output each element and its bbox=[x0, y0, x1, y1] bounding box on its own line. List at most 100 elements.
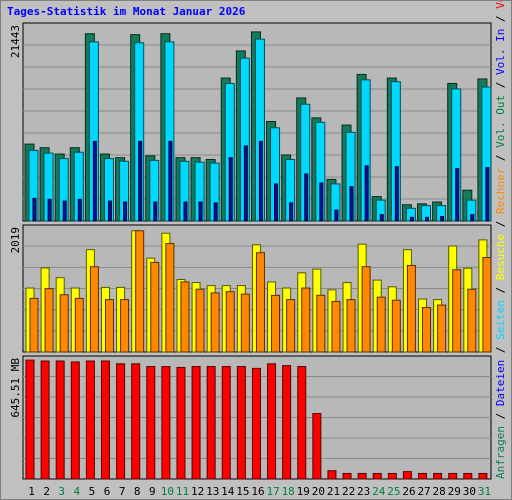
legend-part: Vol. In bbox=[494, 29, 507, 75]
x-tick-label: 26 bbox=[402, 485, 415, 498]
bar-volumen-day-26 bbox=[402, 471, 412, 480]
bar-rechner-day-5 bbox=[89, 266, 99, 353]
x-tick-label: 28 bbox=[433, 485, 446, 498]
bar-seiten-day-8 bbox=[138, 140, 143, 222]
bar-volumen-day-4 bbox=[70, 361, 80, 480]
x-tick-label: 1 bbox=[28, 485, 35, 498]
bar-seiten-day-22 bbox=[349, 186, 354, 222]
bar-seiten-day-2 bbox=[47, 198, 52, 222]
bar-seiten-day-21 bbox=[334, 209, 339, 222]
x-tick-label: 27 bbox=[417, 485, 430, 498]
bar-seiten-day-7 bbox=[123, 201, 128, 222]
legend-part: / bbox=[494, 214, 507, 234]
bar-rechner-day-21 bbox=[331, 300, 341, 353]
bar-seiten-day-23 bbox=[364, 165, 369, 222]
bar-rechner-day-24 bbox=[376, 296, 386, 353]
legend-part: Dateien bbox=[494, 360, 507, 406]
x-tick-label: 14 bbox=[221, 485, 235, 498]
bar-volumen-day-13 bbox=[206, 366, 216, 480]
bar-volumen-day-28 bbox=[433, 472, 443, 480]
x-tick-label: 16 bbox=[251, 485, 264, 498]
ymax-label-top: 21443 bbox=[9, 25, 22, 58]
legend-part: / bbox=[494, 280, 507, 300]
bar-volumen-day-22 bbox=[342, 472, 352, 480]
bar-volumen-day-6 bbox=[100, 360, 110, 480]
legend-part: Vol. Out bbox=[494, 95, 507, 148]
bar-rechner-day-17 bbox=[271, 294, 281, 353]
bar-volumen-day-3 bbox=[55, 360, 65, 480]
legend-part: / bbox=[494, 340, 507, 360]
bar-rechner-day-15 bbox=[240, 293, 250, 353]
x-tick-label: 21 bbox=[327, 485, 340, 498]
bar-rechner-day-12 bbox=[195, 288, 205, 353]
bar-rechner-day-10 bbox=[165, 243, 175, 353]
bar-rechner-day-23 bbox=[361, 266, 371, 353]
ymax-label-middle: 2019 bbox=[9, 227, 22, 254]
bar-rechner-day-19 bbox=[301, 287, 311, 353]
legend-part: Anfragen bbox=[494, 426, 507, 479]
bar-seiten-day-12 bbox=[198, 201, 203, 222]
legend-part: Rechner bbox=[494, 167, 507, 214]
x-tick-label: 13 bbox=[206, 485, 219, 498]
bar-volumen-day-17 bbox=[267, 363, 277, 480]
bar-rechner-day-31 bbox=[482, 257, 492, 353]
x-tick-label: 6 bbox=[104, 485, 111, 498]
bar-seiten-day-29 bbox=[455, 168, 460, 222]
bar-volumen-day-30 bbox=[463, 472, 473, 480]
bar-seiten-day-30 bbox=[470, 214, 475, 222]
x-tick-label: 15 bbox=[236, 485, 249, 498]
bar-rechner-day-22 bbox=[346, 299, 356, 353]
x-tick-label: 12 bbox=[191, 485, 204, 498]
legend-part: / bbox=[494, 406, 507, 426]
bar-seiten-day-18 bbox=[289, 202, 294, 222]
x-tick-label: 8 bbox=[134, 485, 141, 498]
bar-seiten-day-1 bbox=[32, 197, 37, 222]
bar-seiten-day-25 bbox=[394, 166, 399, 222]
legend-part: Seiten bbox=[494, 300, 507, 340]
bar-rechner-day-29 bbox=[452, 269, 462, 353]
bar-rechner-day-2 bbox=[44, 288, 54, 353]
bar-rechner-day-3 bbox=[59, 294, 69, 353]
bar-rechner-day-28 bbox=[437, 304, 447, 353]
bar-rechner-day-9 bbox=[150, 261, 160, 353]
x-tick-label: 25 bbox=[387, 485, 400, 498]
x-tick-label: 11 bbox=[176, 485, 189, 498]
bar-rechner-day-25 bbox=[391, 299, 401, 353]
bar-seiten-day-31 bbox=[485, 167, 490, 222]
ymax-label-bottom: 645.51 MB bbox=[9, 358, 22, 418]
bar-seiten-day-17 bbox=[274, 183, 279, 222]
x-tick-label: 31 bbox=[478, 485, 491, 498]
bar-seiten-day-6 bbox=[107, 200, 112, 222]
bar-volumen-day-16 bbox=[251, 367, 261, 480]
bar-rechner-day-14 bbox=[225, 291, 235, 353]
bar-rechner-day-13 bbox=[210, 292, 220, 353]
bar-seiten-day-3 bbox=[62, 200, 67, 222]
bar-volumen-day-18 bbox=[282, 365, 292, 480]
x-tick-label: 19 bbox=[297, 485, 310, 498]
x-tick-label: 29 bbox=[448, 485, 461, 498]
bar-volumen-day-31 bbox=[478, 472, 488, 480]
bar-volumen-day-12 bbox=[191, 366, 201, 480]
bar-seiten-day-4 bbox=[77, 198, 82, 222]
bar-volumen-day-23 bbox=[357, 472, 367, 480]
bar-volumen-day-7 bbox=[116, 363, 126, 480]
bar-rechner-day-27 bbox=[422, 307, 432, 353]
bar-seiten-day-10 bbox=[168, 140, 173, 222]
bar-volumen-day-5 bbox=[85, 360, 95, 480]
x-tick-label: 17 bbox=[266, 485, 279, 498]
bar-seiten-day-14 bbox=[228, 157, 233, 222]
bar-rechner-day-4 bbox=[74, 297, 84, 353]
bar-volumen-day-27 bbox=[418, 472, 428, 480]
bar-rechner-day-30 bbox=[467, 288, 477, 353]
bar-seiten-day-19 bbox=[304, 173, 309, 222]
bar-seiten-day-28 bbox=[440, 215, 445, 222]
bar-rechner-day-26 bbox=[406, 264, 416, 353]
right-legend: Anfragen / Dateien / Seiten / Besuche / … bbox=[494, 1, 507, 479]
x-tick-label: 23 bbox=[357, 485, 370, 498]
bar-volumen-day-8 bbox=[131, 363, 141, 480]
bar-volumen-day-15 bbox=[236, 366, 246, 480]
bar-volumen-day-21 bbox=[327, 470, 337, 480]
x-tick-label: 18 bbox=[282, 485, 295, 498]
